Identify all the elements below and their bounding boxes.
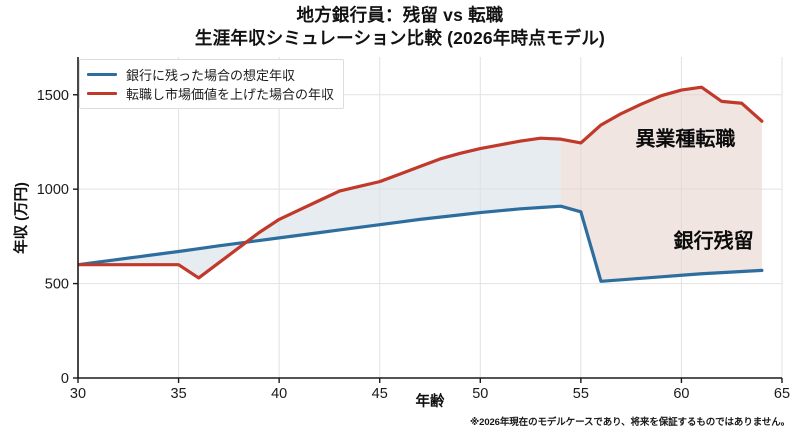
- x-tick-label: 50: [472, 386, 488, 402]
- legend-item-stay: 銀行に残った場合の想定年収: [87, 65, 334, 84]
- chart-title: 地方銀行員：残留 vs 転職: [296, 5, 504, 25]
- legend-item-switch: 転職し市場価値を上げた場合の年収: [87, 84, 334, 103]
- area-fills: [78, 87, 762, 282]
- legend-label-switch: 転職し市場価値を上げた場合の年収: [126, 87, 335, 102]
- chart-title-block: 地方銀行員：残留 vs 転職 生涯年収シミュレーション比較 (2026年時点モデ…: [0, 4, 800, 50]
- line-switch: [78, 85, 764, 280]
- y-tick-label: 1000: [37, 182, 69, 198]
- x-tick-label: 65: [774, 386, 790, 402]
- x-tick-label: 55: [573, 386, 589, 402]
- chart-legend: 銀行に残った場合の想定年収 転職し市場価値を上げた場合の年収: [79, 59, 345, 109]
- annotation-label: 銀行残留: [674, 229, 754, 253]
- x-tick-label: 40: [271, 386, 287, 402]
- area-fill-gap-post-retirement: [560, 87, 762, 282]
- chart-footnote: ※2026年現在のモデルケースであり、将来を保証するものではありません。: [470, 417, 791, 428]
- y-tick-label: 500: [45, 277, 69, 293]
- x-tick-label: 30: [70, 386, 86, 402]
- legend-swatch-switch: [87, 91, 117, 96]
- legend-label-stay: 銀行に残った場合の想定年収: [126, 68, 296, 83]
- x-tick-label: 45: [372, 386, 388, 402]
- y-tick-label: 0: [61, 371, 69, 387]
- legend-swatch-stay: [87, 72, 117, 77]
- area-fill-gap-stay-period: [78, 138, 561, 278]
- y-axis-ticks: 0 500 1000 1500: [37, 88, 78, 387]
- x-tick-label: 35: [171, 386, 187, 402]
- data-lines: [78, 85, 764, 283]
- x-axis-title: 年齢: [416, 392, 445, 410]
- y-axis-title: 年収 (万円): [12, 182, 30, 254]
- x-tick-label: 60: [673, 386, 689, 402]
- y-tick-label: 1500: [37, 88, 69, 104]
- annotation-label: 異業種転職: [635, 127, 735, 151]
- chart-subtitle: 生涯年収シミュレーション比較 (2026年時点モデル): [194, 27, 606, 48]
- line-stay: [78, 204, 764, 283]
- x-axis-ticks: 30 35 40 45 50 55 60 65: [70, 378, 790, 402]
